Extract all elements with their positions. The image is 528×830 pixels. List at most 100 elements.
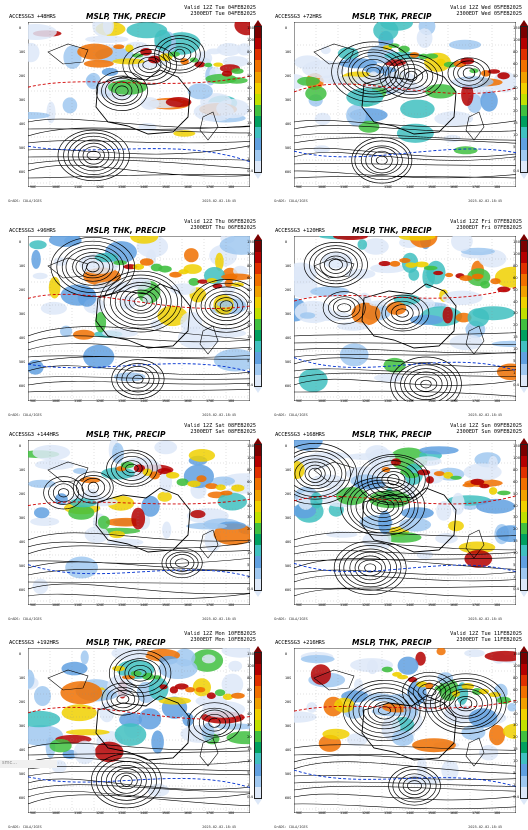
colorbar-label: 5 [247, 771, 250, 776]
y-tick-label: 50S [19, 360, 26, 364]
colorbar-label: 20 [513, 323, 518, 328]
precip-colorbar [254, 652, 262, 799]
y-tick-label: 10S [285, 468, 292, 472]
colorbar-segment [255, 104, 261, 117]
colorbar-segment [255, 775, 261, 787]
y-tick-label: 20S [19, 700, 26, 704]
colorbar-segment [521, 686, 527, 698]
x-tick-label: 160E [184, 185, 193, 189]
colorbar-segment [521, 500, 527, 512]
colorbar-label: 15 [247, 121, 252, 126]
forecast-panel[interactable]: ACCESSG3 +48HRS MSLP, THK, PRECIP Valid 12… [6, 4, 264, 204]
x-tick-label: 130E [384, 603, 393, 607]
forecast-panel[interactable]: ACCESSG3 +192HRS MSLP, THK, PRECIP Valid 1… [6, 630, 264, 830]
colorbar-segment [521, 318, 527, 331]
footer-credit: GrADS: COLA/IGES [8, 617, 42, 621]
colorbar-labels: 150 100 80 60 50 40 30 20 15 10 5 1 0.4 [513, 444, 520, 591]
colorbar-segment [521, 775, 527, 787]
x-tick-label: 180 [494, 603, 501, 607]
colorbar-segment [255, 149, 261, 161]
forecast-panel[interactable]: ACCESSG3 +72HRS MSLP, THK, PRECIP Valid 12… [272, 4, 528, 204]
valid-time-local: 2300EDT Wed 05FEB2025 [456, 11, 522, 18]
colorbar-segment [255, 578, 261, 590]
colorbar-label: 150 [513, 444, 520, 448]
colorbar-labels: 150 100 80 60 50 40 30 20 15 10 5 1 0.4 [247, 26, 254, 173]
colorbar-segment [521, 489, 527, 501]
x-tick-label: 100E [318, 185, 327, 189]
x-tick-label: 110E [340, 811, 349, 815]
y-tick-label: 20S [285, 74, 292, 78]
y-tick-label: 60S [19, 384, 26, 388]
x-tick-label: 110E [74, 399, 83, 403]
y-tick-label: 20S [19, 492, 26, 496]
y-tick-label: 20S [285, 288, 292, 292]
colorbar-label: 80 [513, 467, 518, 472]
y-tick-label: 60S [285, 384, 292, 388]
x-tick-label: 160E [184, 811, 193, 815]
colorbar-segment [521, 467, 527, 479]
valid-time-local: 2300EDT Sun 09FEB2025 [456, 429, 522, 436]
colorbar-bottom-arrow [520, 591, 528, 597]
colorbar-label: 1 [513, 370, 516, 375]
colorbar-label: 80 [247, 675, 252, 680]
y-tick-label: 50S [19, 772, 26, 776]
colorbar-segment [255, 263, 261, 275]
colorbar-segment [521, 149, 527, 161]
y-tick-label: 0 [285, 26, 288, 30]
y-tick-label: 30S [285, 516, 292, 520]
y-tick-label: 30S [19, 312, 26, 316]
x-tick-label: 180 [228, 399, 235, 403]
panel-title: MSLP, THK, PRECIP [86, 638, 166, 647]
model-run-label: ACCESSG3 +120HRS [275, 228, 325, 234]
forecast-panel[interactable]: ACCESSG3 +144HRS MSLP, THK, PRECIP Valid 1… [6, 422, 264, 622]
colorbar-label: 5 [513, 563, 516, 568]
x-tick-label: 130E [384, 811, 393, 815]
colorbar-segment [255, 252, 261, 264]
valid-time-utc: Valid 12Z Sat 08FEB2025 [184, 423, 256, 429]
colorbar-segment [521, 60, 527, 72]
forecast-panel[interactable]: ACCESSG3 +96HRS MSLP, THK, PRECIP Valid 12… [6, 218, 264, 418]
colorbar-label: 150 [247, 26, 254, 30]
colorbar-label: 10 [247, 551, 252, 556]
x-tick-label: 140E [406, 811, 415, 815]
colorbar-segment [255, 786, 261, 798]
colorbar-segment [255, 545, 261, 557]
y-tick-label: 60S [285, 796, 292, 800]
colorbar-segment [521, 82, 527, 94]
colorbar-segment [255, 274, 261, 286]
x-tick-label: 130E [118, 185, 127, 189]
colorbar-segment [521, 511, 527, 523]
colorbar-segment [521, 697, 527, 709]
forecast-panel[interactable]: ACCESSG3 +168HRS MSLP, THK, PRECIP Valid 1… [272, 422, 528, 622]
x-tick-label: 170E [206, 185, 215, 189]
x-tick-label: 150E [162, 603, 171, 607]
colorbar-label: 50 [247, 491, 252, 496]
x-tick-label: 90E [296, 603, 303, 607]
x-tick-label: 130E [118, 811, 127, 815]
colorbar-label: 40 [513, 85, 518, 90]
x-tick-label: 120E [362, 603, 371, 607]
x-tick-label: 90E [296, 811, 303, 815]
valid-time-utc: Valid 12Z Tue 04FEB2025 [184, 5, 256, 11]
x-tick-label: 130E [118, 399, 127, 403]
forecast-panel[interactable]: ACCESSG3 +120HRS MSLP, THK, PRECIP Valid 1… [272, 218, 528, 418]
y-tick-label: 10S [285, 264, 292, 268]
x-tick-label: 90E [30, 811, 37, 815]
colorbar-segment [521, 675, 527, 687]
colorbar-labels: 150 100 80 60 50 40 30 20 15 10 5 1 0.4 [247, 240, 254, 387]
y-tick-label: 60S [19, 588, 26, 592]
colorbar-label: 20 [513, 735, 518, 740]
colorbar-labels: 150 100 80 60 50 40 30 20 15 10 5 1 0.4 [513, 240, 520, 387]
colorbar-label: 10 [513, 759, 518, 764]
colorbar-label: 10 [513, 347, 518, 352]
x-tick-label: 170E [206, 603, 215, 607]
y-tick-label: 30S [19, 724, 26, 728]
colorbar-segment [521, 545, 527, 557]
y-tick-label: 50S [285, 564, 292, 568]
x-tick-label: 130E [384, 185, 393, 189]
forecast-panel[interactable]: ACCESSG3 +216HRS MSLP, THK, PRECIP Valid 1… [272, 630, 528, 830]
footer-timestamp: 2025-02-02-18:45 [202, 617, 236, 621]
x-tick-label: 150E [428, 185, 437, 189]
colorbar-segment [521, 363, 527, 375]
weather-map [294, 22, 516, 187]
